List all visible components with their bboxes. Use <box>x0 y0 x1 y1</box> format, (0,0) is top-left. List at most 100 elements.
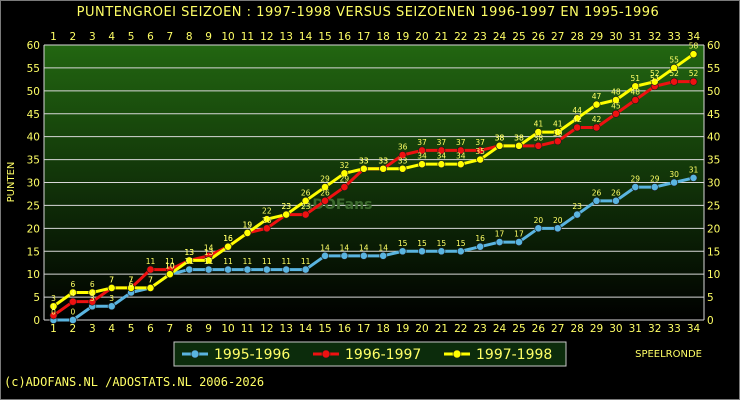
x-tick-label-bottom: 26 <box>532 323 546 335</box>
data-label-1997-1998: 38 <box>495 133 505 142</box>
data-point-1997-1998 <box>534 128 543 136</box>
data-label-1997-1998: 34 <box>437 152 447 161</box>
data-label-1995-1996: 14 <box>378 243 388 252</box>
data-label-1996-1997: 19 <box>243 220 253 229</box>
x-tick-label-top: 3 <box>89 31 96 43</box>
x-tick-label-bottom: 13 <box>280 323 293 335</box>
data-point-1995-1996 <box>553 224 562 233</box>
data-point-1997-1998 <box>127 284 135 292</box>
y-tick-label-right: 20 <box>707 223 720 235</box>
data-point-1997-1998 <box>418 160 426 169</box>
data-point-1997-1998 <box>204 256 213 265</box>
data-label-1995-1996: 11 <box>204 257 214 266</box>
x-tick-label-top: 17 <box>357 31 370 43</box>
data-label-1995-1996: 23 <box>572 202 582 211</box>
x-tick-label-bottom: 25 <box>512 323 525 335</box>
data-point-1996-1997 <box>301 210 310 219</box>
data-label-1996-1997: 11 <box>146 257 156 266</box>
x-tick-label-top: 23 <box>473 31 486 43</box>
x-tick-label-top: 2 <box>70 31 77 43</box>
x-tick-label-top: 30 <box>609 31 622 43</box>
data-point-1997-1998 <box>340 169 349 178</box>
x-tick-label-bottom: 30 <box>609 323 622 335</box>
x-tick-label-bottom: 31 <box>629 323 642 335</box>
data-label-1995-1996: 17 <box>495 230 505 239</box>
y-tick-label-right: 15 <box>707 246 720 258</box>
data-point-1996-1997 <box>418 146 426 155</box>
y-axis-label: PUNTEN <box>6 162 17 203</box>
data-point-1996-1997 <box>262 224 271 233</box>
data-point-1997-1998 <box>185 256 194 265</box>
y-tick-label-left: 15 <box>27 246 40 258</box>
data-label-1996-1997: 37 <box>475 138 485 147</box>
data-label-1995-1996: 14 <box>320 243 330 252</box>
data-label-1996-1997: 52 <box>689 69 699 78</box>
data-point-1997-1998 <box>359 164 368 173</box>
x-tick-label-top: 15 <box>318 31 331 43</box>
data-label-1996-1997: 33 <box>378 156 388 165</box>
x-tick-label-bottom: 32 <box>648 323 661 335</box>
x-tick-label-bottom: 7 <box>167 323 174 335</box>
data-point-1997-1998 <box>379 164 388 173</box>
x-tick-label-bottom: 21 <box>435 323 448 335</box>
data-point-1995-1996 <box>340 251 349 260</box>
data-label-1996-1997: 4 <box>90 289 95 298</box>
data-point-1995-1996 <box>456 247 465 256</box>
data-point-1997-1998 <box>456 160 465 169</box>
data-label-1996-1997: 45 <box>611 101 621 110</box>
data-point-1997-1998 <box>670 64 679 72</box>
data-label-1995-1996: 11 <box>184 257 194 266</box>
data-label-1997-1998: 35 <box>475 147 485 156</box>
data-label-1997-1998: 3 <box>51 294 56 303</box>
data-label-1996-1997: 42 <box>592 115 602 124</box>
data-point-1995-1996 <box>650 183 659 191</box>
x-tick-label-bottom: 15 <box>318 323 331 335</box>
data-point-1995-1996 <box>107 302 116 311</box>
data-point-1995-1996 <box>515 238 523 246</box>
x-tick-label-bottom: 24 <box>493 323 507 335</box>
x-tick-label-bottom: 2 <box>70 323 77 335</box>
data-label-1997-1998: 7 <box>109 275 114 284</box>
data-point-1997-1998 <box>592 100 601 109</box>
data-point-1995-1996 <box>243 265 252 274</box>
y-tick-label-right: 30 <box>707 178 720 190</box>
data-point-1995-1996 <box>612 196 620 205</box>
data-point-1995-1996 <box>476 242 485 251</box>
data-point-1997-1998 <box>553 128 562 136</box>
data-label-1997-1998: 19 <box>243 220 253 229</box>
data-label-1996-1997: 26 <box>320 188 330 197</box>
data-label-1997-1998: 41 <box>553 120 563 129</box>
data-label-1996-1997: 4 <box>71 289 76 298</box>
data-label-1996-1997: 38 <box>495 133 505 142</box>
x-tick-label-bottom: 34 <box>687 323 701 335</box>
data-point-1996-1997 <box>631 96 640 104</box>
data-point-1996-1997 <box>88 297 97 306</box>
data-point-1997-1998 <box>243 229 252 237</box>
data-point-1995-1996 <box>359 251 368 260</box>
y-tick-label-right: 10 <box>707 269 720 281</box>
data-point-1996-1997 <box>68 297 77 306</box>
data-label-1996-1997: 23 <box>301 202 311 211</box>
data-label-1996-1997: 38 <box>514 133 524 142</box>
data-point-1995-1996 <box>398 247 407 256</box>
y-tick-label-left: 10 <box>27 269 40 281</box>
x-tick-label-top: 31 <box>629 31 642 43</box>
x-tick-label-top: 12 <box>260 31 273 43</box>
x-tick-label-bottom: 8 <box>186 323 193 335</box>
data-point-1996-1997 <box>321 196 329 205</box>
data-label-1996-1997: 33 <box>359 156 369 165</box>
data-point-1995-1996 <box>670 178 679 187</box>
watermark: ADOFans <box>302 197 373 213</box>
data-label-1997-1998: 7 <box>148 275 153 284</box>
data-label-1997-1998: 47 <box>592 92 602 101</box>
legend-label: 1996-1997 <box>345 347 421 363</box>
x-tick-label-top: 20 <box>415 31 428 43</box>
y-tick-label-right: 50 <box>707 86 720 98</box>
chart-title: PUNTENGROEI SEIZOEN : 1997-1998 VERSUS S… <box>77 5 660 20</box>
data-label-1996-1997: 36 <box>398 143 408 152</box>
data-label-1995-1996: 7 <box>148 275 153 284</box>
data-label-1997-1998: 22 <box>262 207 272 216</box>
data-point-1995-1996 <box>301 265 310 274</box>
data-point-1995-1996 <box>185 265 194 274</box>
data-label-1996-1997: 1 <box>51 303 56 312</box>
